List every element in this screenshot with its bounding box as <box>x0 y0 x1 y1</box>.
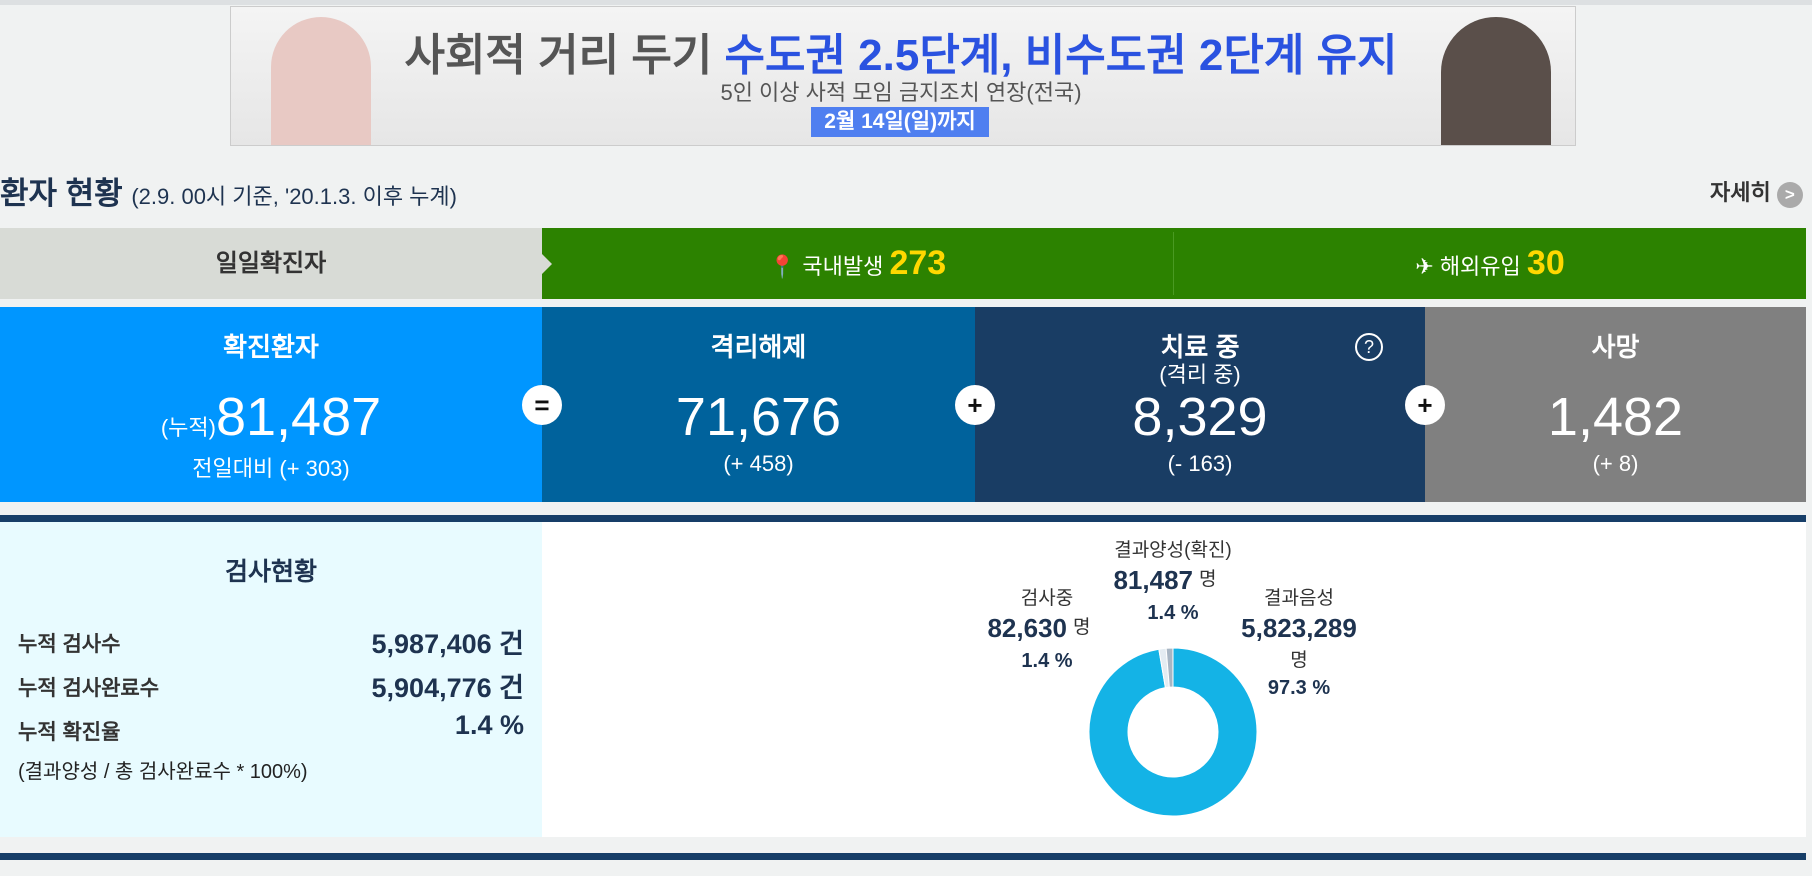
tests-note: (결과양성 / 총 검사완료수 * 100%) <box>18 761 308 783</box>
segment-value: 81,487 <box>1113 565 1193 595</box>
banner-person-left <box>271 17 371 145</box>
title: 환자 현황 <box>0 176 123 211</box>
daily-bar <box>542 228 1806 299</box>
more-icon[interactable]: > <box>1776 182 1803 208</box>
row-unit: 건 <box>499 629 524 659</box>
operator: = <box>522 385 562 425</box>
card-value: 71,676 <box>675 387 842 447</box>
row-unit: % <box>499 710 524 740</box>
arrow <box>542 254 552 274</box>
card-value: 8,329 <box>1132 387 1268 447</box>
card-title: 확진환자 <box>223 332 319 362</box>
rule <box>0 515 1806 522</box>
banner-date: 2월 14일(일)까지 <box>811 107 989 137</box>
card-value-line: 71,676 <box>542 387 975 447</box>
card-value-line: 8,329 <box>975 387 1425 447</box>
tests-panel: 검사현황 누적 검사수 5,987,406 건 누적 검사완료수 5,904,776… <box>0 522 542 837</box>
row-value-line: 1.4 % <box>455 710 524 741</box>
row-label: 누적 검사수 <box>18 633 121 656</box>
card-value: 81,487 <box>215 387 382 447</box>
donut-segment <box>1165 647 1174 688</box>
row-value-line: 5,904,776 건 <box>372 666 524 705</box>
section-title: 환자 현황 (2.9. 00시 기준, '20.1.3. 이후 누계) <box>0 168 457 213</box>
segment-percent: 1.4 % <box>1147 602 1198 624</box>
note: (2.9. 00시 기준, '20.1.3. 이후 누계) <box>131 184 457 209</box>
banner-title: 사회적 거리 두기 수도권 2.5단계, 비수도권 2단계 유지 <box>381 19 1421 83</box>
row-value: 1.4 <box>454 710 493 740</box>
row-value: 5,987,406 <box>371 629 492 659</box>
domestic-value: 273 <box>889 244 947 282</box>
top-rule <box>0 0 1812 5</box>
summary-card: 치료 중 (격리 중)? 8,329 (- 163) <box>975 307 1425 502</box>
donut-segment <box>1088 647 1258 817</box>
card-title: 치료 중 <box>1160 332 1240 362</box>
daily-label: 일일확진자 <box>0 228 542 299</box>
divider <box>1173 232 1174 295</box>
card-change: (+ 8) <box>1592 451 1639 476</box>
banner[interactable]: 사회적 거리 두기 수도권 2.5단계, 비수도권 2단계 유지 5인 이상 사… <box>230 6 1576 146</box>
banner-person-right <box>1441 17 1551 145</box>
row-value-line: 5,987,406 건 <box>372 622 524 661</box>
row-label: 누적 검사완료수 <box>18 677 160 700</box>
row-label: 누적 확진율 <box>18 721 121 744</box>
segment-label: 결과음성 <box>1264 587 1334 609</box>
segment-unit: 명 <box>1073 616 1090 638</box>
segment-percent: 97.3 % <box>1268 677 1330 699</box>
card-value: 1,482 <box>1547 387 1684 447</box>
more-link[interactable]: 자세히 > <box>1710 175 1803 208</box>
prefix: (누적) <box>160 415 216 440</box>
banner-title-highlight: 수도권 2.5단계, 비수도권 2단계 유지 <box>724 31 1398 80</box>
segment-value: 5,823,289 <box>1241 613 1357 643</box>
card-change: (+ 458) <box>723 451 794 476</box>
summary-card: 격리해제 71,676 (+ 458) <box>542 307 975 502</box>
overseas-value: 30 <box>1526 244 1565 282</box>
segment-value: 82,630 <box>987 613 1067 643</box>
summary-card: 사망 1,482 (+ 8) <box>1425 307 1806 502</box>
tests-title: 검사현황 <box>224 558 317 586</box>
summary-card: 확진환자 (누적)81,487 전일대비 (+ 303) <box>0 307 542 502</box>
segment-label: 결과양성(확진) <box>1114 539 1232 561</box>
card-title: 사망 <box>1591 332 1640 362</box>
overseas-label: 해외유입 <box>1439 254 1521 279</box>
banner-subtitle: 5인 이상 사적 모임 금지조치 연장(전국) <box>720 80 1082 105</box>
banner-title-part: 사회적 거리 두기 <box>404 31 713 80</box>
card-change: 전일대비 (+ 303) <box>192 456 350 481</box>
segment-unit: 명 <box>1290 649 1307 671</box>
segment-percent: 1.4 % <box>1021 650 1072 672</box>
card-value-line: (누적)81,487 <box>0 387 542 458</box>
row-unit: 건 <box>499 673 524 703</box>
domestic-label: 국내발생 <box>802 254 884 279</box>
card-change: (- 163) <box>1167 451 1233 476</box>
overseas: ✈ 해외유입 30 <box>1415 244 1565 282</box>
help-icon[interactable]: ? <box>1355 333 1383 361</box>
card-value-line: 1,482 <box>1425 387 1806 447</box>
operator: + <box>955 385 995 425</box>
card-subtitle: (격리 중) <box>1159 362 1241 387</box>
rule <box>0 853 1806 860</box>
segment-unit: 명 <box>1199 568 1216 590</box>
card-title: 격리해제 <box>710 332 807 362</box>
more-text[interactable]: 자세히 <box>1710 180 1771 205</box>
domestic: 📍 국내발생 273 <box>768 244 947 282</box>
operator: + <box>1405 385 1445 425</box>
segment-label: 검사중 <box>1021 587 1073 609</box>
row-value: 5,904,776 <box>371 673 492 703</box>
